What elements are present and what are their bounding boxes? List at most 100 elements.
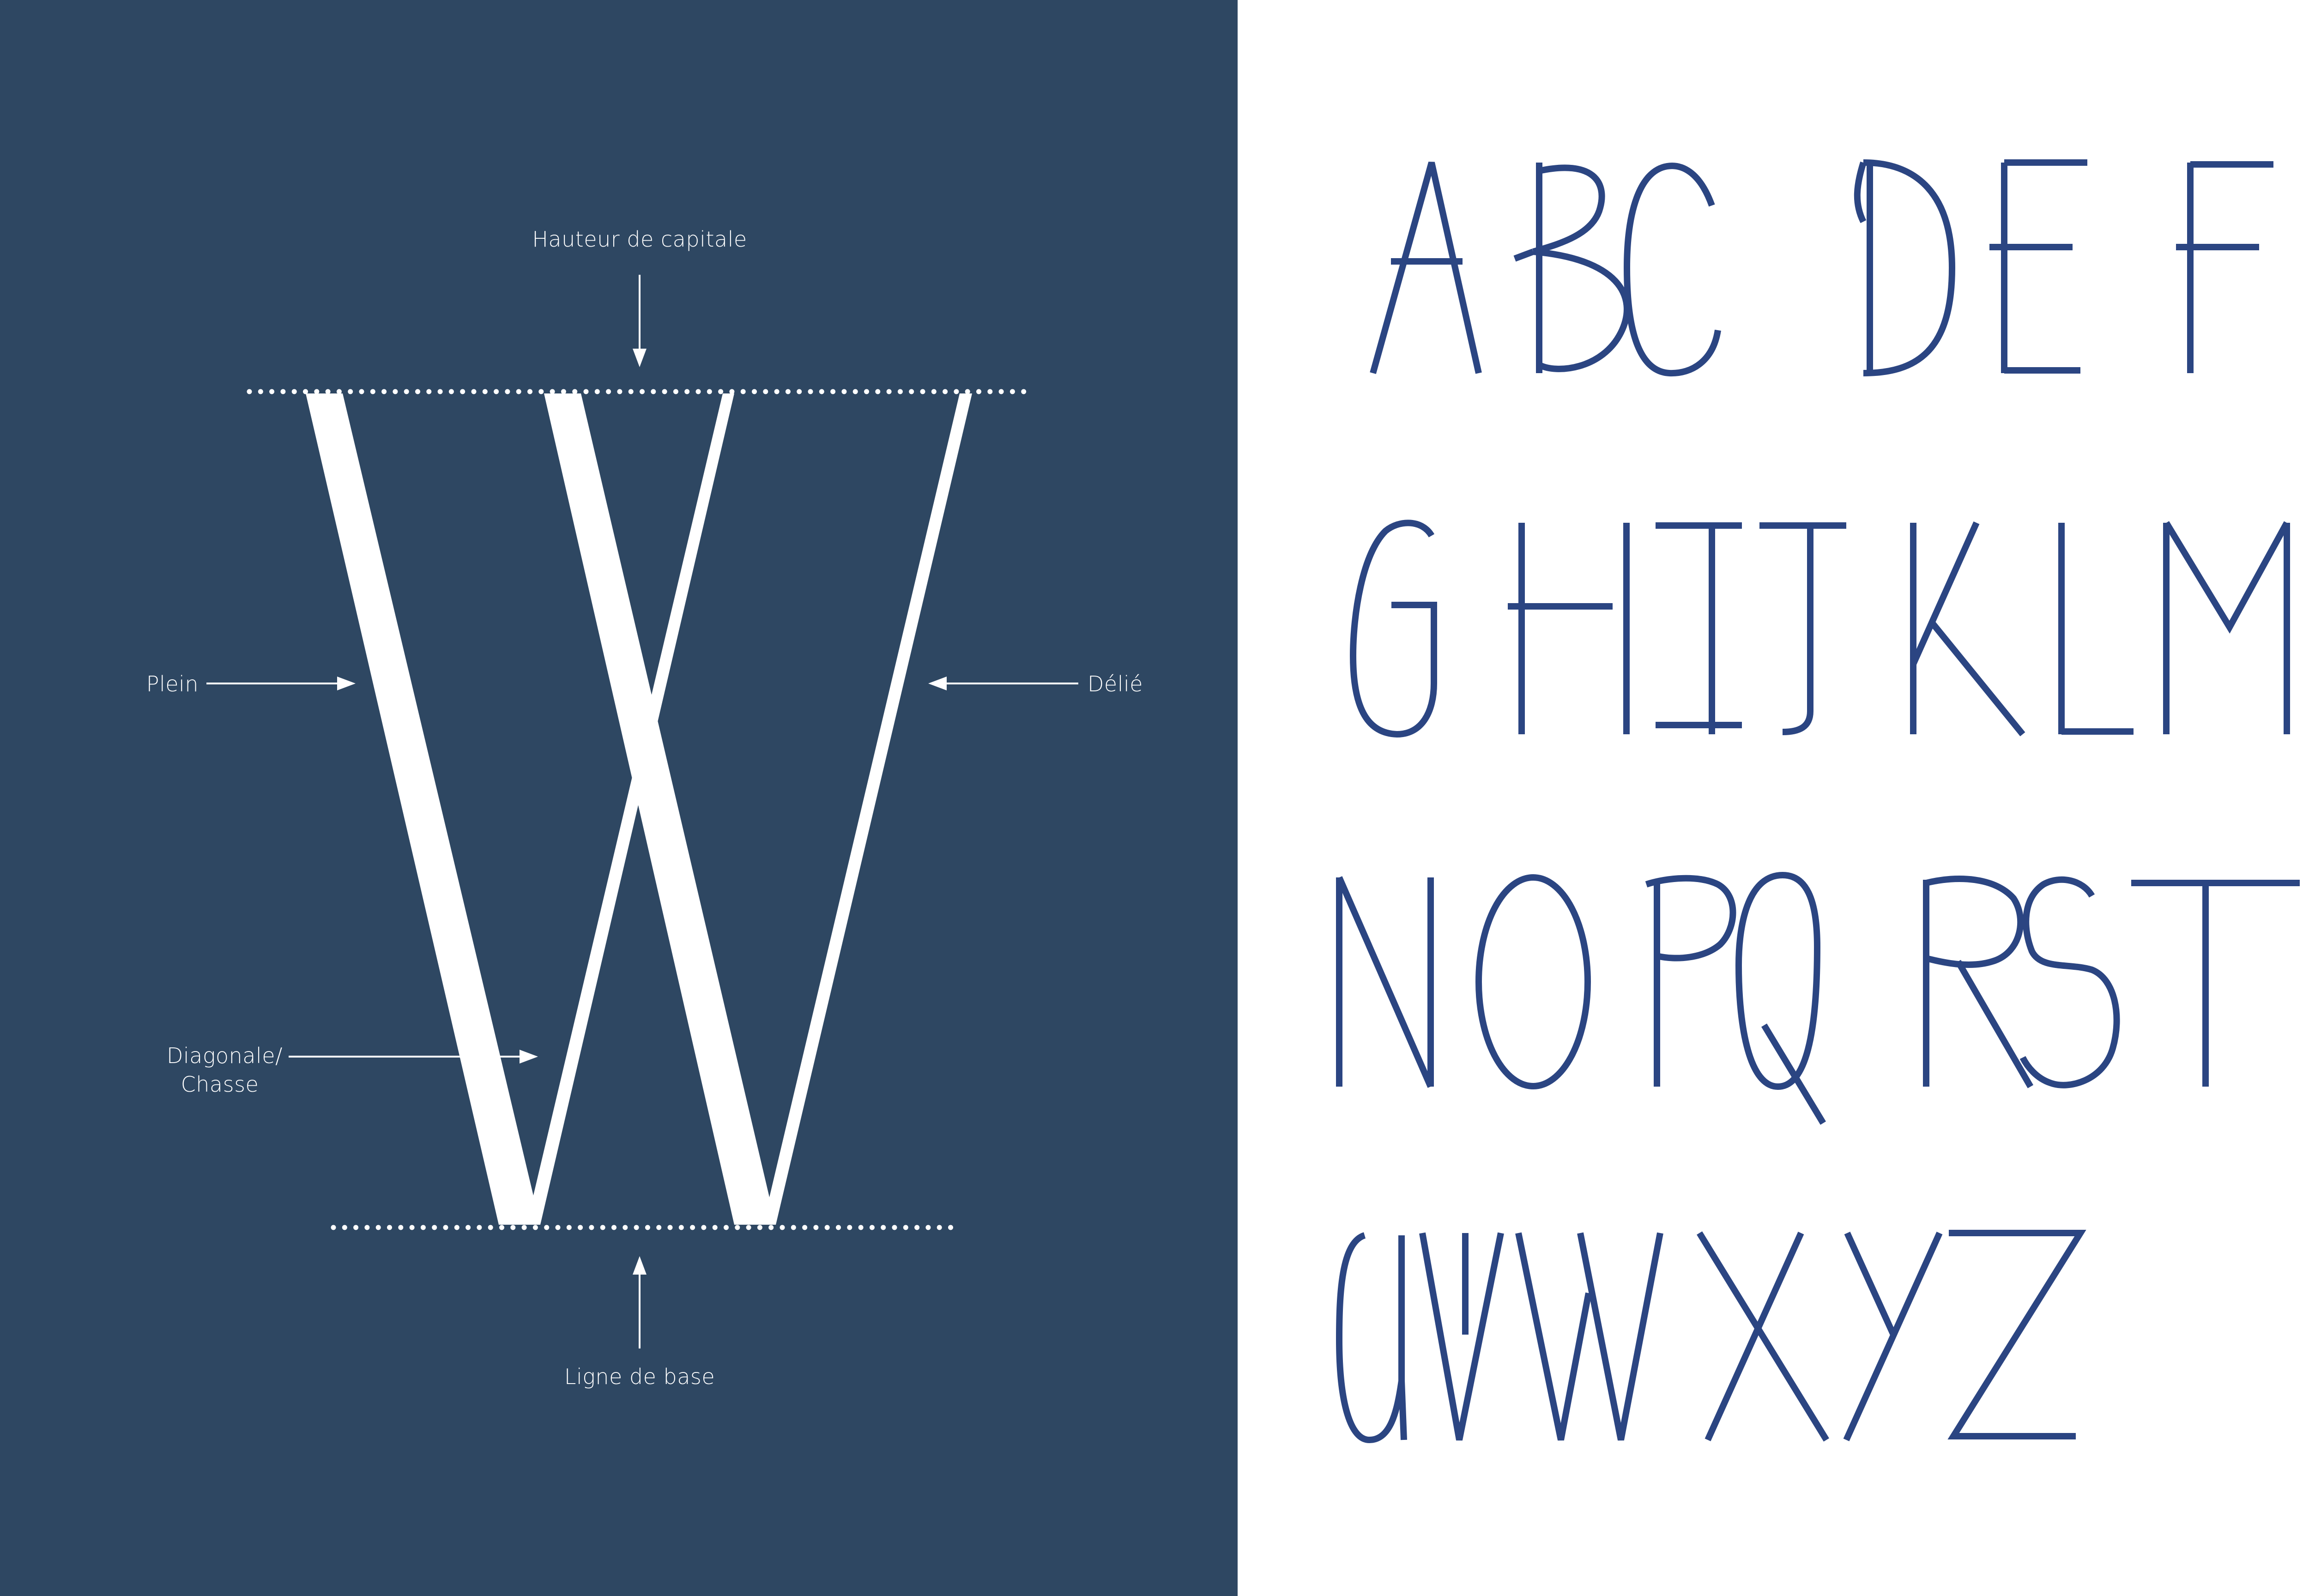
guide-dot	[937, 1225, 942, 1230]
guide-dot	[420, 1225, 426, 1230]
guide-dot	[768, 1225, 774, 1230]
guide-dot	[404, 389, 409, 394]
anatomy-diagram	[206, 275, 1078, 1348]
glyph-L	[2058, 523, 2134, 735]
guide-dot	[393, 389, 398, 394]
cap-height-label: Hauteur de capitale	[532, 227, 747, 252]
guide-dot	[707, 389, 712, 394]
thick-stroke-label: Plein	[146, 671, 199, 696]
guide-dot	[291, 389, 297, 394]
baseline-label: Ligne de base	[564, 1364, 715, 1389]
glyph-G	[1349, 520, 1437, 738]
guide-dot	[488, 1225, 493, 1230]
guide-dot	[892, 1225, 897, 1230]
guide-dot	[606, 389, 611, 394]
glyph-I	[1656, 522, 1742, 734]
glyph-X	[1697, 1231, 1829, 1442]
guide-dot	[381, 389, 387, 394]
guide-dot	[813, 1225, 819, 1230]
guide-dot	[729, 389, 735, 394]
glyph-A	[1370, 162, 1482, 374]
guide-dot	[797, 389, 802, 394]
guide-dot	[364, 1225, 370, 1230]
guide-dot	[954, 389, 959, 394]
w-thick-stroke-left	[306, 393, 540, 1225]
alphabet-specimen	[1336, 159, 2300, 1444]
guide-dot	[516, 389, 521, 394]
guide-dot	[370, 389, 375, 394]
guide-dot	[852, 389, 858, 394]
guide-dot	[409, 1225, 415, 1230]
guide-dot	[623, 1225, 628, 1230]
guide-dot	[724, 1225, 729, 1230]
glyph-V	[1419, 1232, 1504, 1441]
guide-dot	[909, 389, 914, 394]
thin-stroke-label: Délié	[1088, 671, 1143, 696]
guide-dot	[628, 389, 634, 394]
guide-dot	[566, 1225, 572, 1230]
guide-dot	[881, 1225, 886, 1230]
guide-dot	[617, 389, 623, 394]
guide-dot	[869, 1225, 875, 1230]
guide-dot	[645, 1225, 650, 1230]
guide-dot	[494, 389, 499, 394]
guide-dot	[774, 389, 780, 394]
guide-dot	[375, 1225, 381, 1230]
guide-dot	[746, 1225, 751, 1230]
guide-dot	[651, 389, 656, 394]
guide-dot	[398, 1225, 404, 1230]
guide-dot	[482, 389, 488, 394]
guide-dot	[684, 389, 690, 394]
guide-dot	[757, 1225, 762, 1230]
guide-dot	[752, 389, 757, 394]
guide-dot	[740, 389, 746, 394]
guide-dot	[538, 389, 544, 394]
guide-dot	[987, 389, 993, 394]
guide-dot	[443, 1225, 448, 1230]
glyph-U	[1336, 1232, 1407, 1444]
guide-dot	[269, 389, 275, 394]
guide-dot	[454, 1225, 459, 1230]
guide-dot	[864, 389, 869, 394]
diagonal-arrow	[289, 1050, 538, 1064]
guide-dot	[589, 1225, 594, 1230]
thin-stroke-arrow	[928, 677, 1078, 690]
guide-dot	[998, 389, 1004, 394]
guide-dot	[948, 1225, 953, 1230]
guide-dot	[965, 389, 970, 394]
glyph-B	[1513, 163, 1630, 373]
guide-dot	[432, 1225, 437, 1230]
guide-dot	[505, 389, 510, 394]
guide-dot	[634, 1225, 639, 1230]
guide-dot	[808, 389, 813, 394]
guide-dot	[594, 389, 600, 394]
guide-dot	[903, 1225, 908, 1230]
guide-dot	[718, 389, 724, 394]
baseline-line	[331, 1225, 953, 1230]
guide-dot	[578, 1225, 583, 1230]
glyph-K	[1910, 521, 2025, 737]
guide-dot	[342, 1225, 347, 1230]
guide-dot	[280, 389, 286, 394]
guide-dot	[359, 389, 364, 394]
guide-dot	[415, 389, 420, 394]
guide-dot	[701, 1225, 707, 1230]
guide-dot	[830, 389, 836, 394]
glyph-M	[2163, 521, 2290, 734]
w-thin-stroke-left	[526, 393, 734, 1225]
guide-dot	[785, 389, 791, 394]
guide-dot	[836, 1225, 841, 1230]
glyph-J	[1759, 522, 1846, 735]
guide-dot	[735, 1225, 740, 1230]
guide-dot	[695, 389, 701, 394]
guide-dot	[920, 389, 925, 394]
guide-dot	[847, 1225, 852, 1230]
diagonal-label: Diagonale/ Chasse	[139, 1041, 283, 1099]
guide-dot	[555, 1225, 561, 1230]
guide-dot	[673, 389, 678, 394]
guide-dot	[303, 389, 308, 394]
guide-dot	[819, 389, 824, 394]
anatomy-panel: Hauteur de capitale Plein Délié Diagonal…	[0, 0, 1238, 1596]
guide-dot	[572, 389, 578, 394]
glyph-P	[1645, 875, 1736, 1087]
